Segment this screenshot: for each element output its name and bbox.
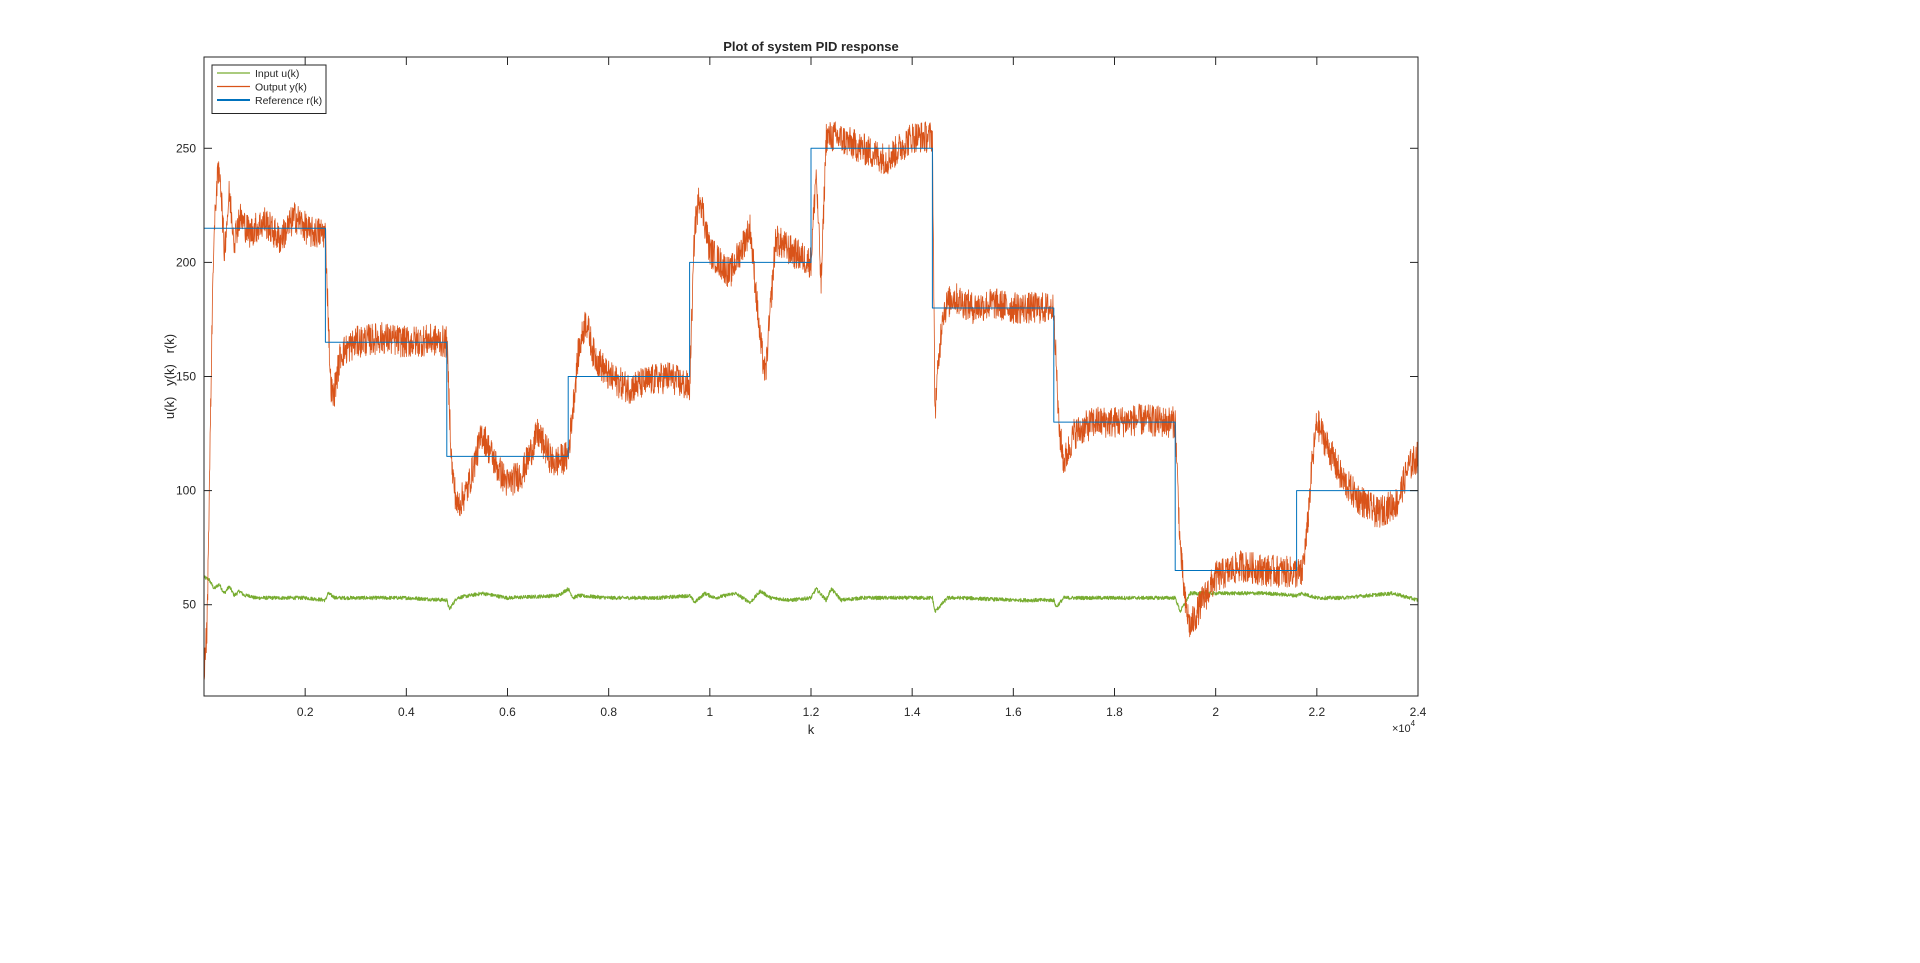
y-tick-label: 200 [176,255,196,269]
y-tick-label: 250 [176,141,196,155]
y-axis-label: u(k) y(k) r(k) [162,334,177,419]
series-line-output-y-k [203,121,1419,680]
axes-layer: 0.2 0.4 0.6 0.8 1 1.2 1.4 1.6 1.8 2 2.2 2.4 50 100 150… [176,56,1427,719]
x-axis-exponent: ×104 [1392,719,1416,735]
x-tick-label: 0.6 [499,705,516,719]
x-tick-label: 1.6 [1005,705,1022,719]
legend-label: Reference r(k) [255,95,322,107]
x-tick-label: 1.2 [803,705,820,719]
x-tick-label: 1.8 [1106,705,1123,719]
x-axis-exponent-base: ×10 [1392,723,1411,735]
x-tick-label: 1.4 [904,705,921,719]
x-axis-exponent-power: 4 [1411,719,1416,728]
series-line-input-u-k [203,575,1419,613]
x-tick-label: 1 [706,705,713,719]
chart-title: Plot of system PID response [723,39,899,54]
y-tick-label: 50 [183,598,197,612]
x-tick-label: 2 [1212,705,1219,719]
series-line-reference-r-k [204,147,1418,571]
x-tick-label: 2.2 [1308,705,1325,719]
x-tick-label: 0.4 [398,705,415,719]
series-layer [203,121,1419,680]
legend: Input u(k) Output y(k)Reference r(k) [211,64,327,114]
legend-label: Output y(k) [255,82,307,94]
y-tick-label: 100 [176,484,196,498]
legend-label: Input u(k) [255,68,299,80]
y-tick-label: 150 [176,370,196,384]
x-tick-label: 0.2 [297,705,314,719]
x-tick-label: 0.8 [600,705,617,719]
x-axis-label: k [808,722,815,737]
x-tick-label: 2.4 [1410,705,1427,719]
